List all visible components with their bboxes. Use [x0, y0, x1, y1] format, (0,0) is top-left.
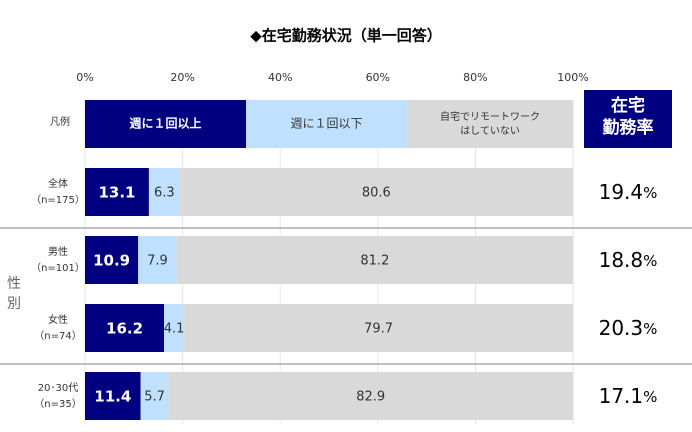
rate-value: 18.8% — [599, 248, 658, 272]
rate-number: 17.1 — [599, 384, 644, 408]
rate-unit: % — [643, 388, 657, 406]
rate-value: 19.4% — [599, 180, 658, 204]
row-n-label: （n=35） — [34, 398, 81, 410]
rate-header-label: 在宅 — [611, 95, 645, 116]
row-label: 男性 — [48, 245, 68, 258]
x-tick-label: 20% — [170, 71, 194, 84]
rate-number: 18.8 — [599, 248, 644, 272]
row-label: 全体 — [48, 177, 68, 190]
bar-data-label: 79.7 — [364, 322, 393, 337]
chart-title: ◆在宅勤務状況（単一回答） — [250, 27, 442, 45]
bar-segment — [138, 236, 177, 284]
legend-entry-label: 週に１回以下 — [291, 117, 363, 131]
bar-segment — [164, 304, 185, 352]
legend-entry-label: 週に１回以上 — [130, 116, 202, 131]
row-n-label: （n=74） — [34, 330, 81, 342]
x-tick-label: 60% — [366, 71, 390, 84]
rate-unit: % — [643, 252, 657, 270]
bar-segment — [176, 236, 573, 284]
bar-segment — [184, 304, 573, 352]
x-tick-label: 80% — [463, 71, 487, 84]
rate-value: 17.1% — [599, 384, 658, 408]
bar-data-label: 6.3 — [154, 186, 175, 201]
rate-header-box — [584, 90, 672, 148]
bar-data-label: 81.2 — [360, 254, 389, 269]
row-n-label: （n=175） — [31, 194, 85, 206]
x-tick-label: 100% — [557, 71, 588, 84]
legend-swatch — [407, 100, 573, 148]
bar-data-label: 7.9 — [147, 254, 168, 269]
legend-entry-label: はしていない — [460, 125, 520, 137]
bar-data-label: 80.6 — [362, 186, 391, 201]
bar-segment — [140, 372, 169, 420]
bar-data-label: 4.1 — [164, 322, 185, 337]
bar-data-label: 13.1 — [98, 184, 135, 202]
bar-data-label: 5.7 — [144, 390, 165, 405]
bar-segment — [168, 372, 573, 420]
bar-segment — [85, 236, 139, 284]
bar-segment — [85, 372, 141, 420]
rate-unit: % — [643, 184, 657, 202]
group-label: 性 — [7, 276, 21, 292]
legend-title: 凡例 — [50, 115, 70, 128]
x-tick-label: 40% — [268, 71, 292, 84]
row-label: 女性 — [48, 313, 68, 326]
x-tick-label: 0% — [76, 71, 93, 84]
bar-segment — [179, 168, 573, 216]
legend-entry-label: 自宅でリモートワーク — [440, 110, 540, 123]
legend-swatch — [246, 100, 408, 148]
row-n-label: （n=101） — [31, 262, 85, 274]
row-label: 20･30代 — [38, 382, 78, 394]
bar-data-label: 11.4 — [94, 388, 131, 406]
bar-segment — [85, 168, 149, 216]
bar-data-label: 16.2 — [106, 320, 143, 338]
bar-data-label: 82.9 — [356, 390, 385, 405]
rate-number: 19.4 — [599, 180, 644, 204]
bar-segment — [85, 304, 165, 352]
bar-segment — [148, 168, 180, 216]
group-label: 別 — [7, 296, 21, 312]
rate-unit: % — [643, 320, 657, 338]
bar-data-label: 10.9 — [93, 252, 130, 270]
rate-header-label: 勤務率 — [603, 117, 654, 138]
rate-value: 20.3% — [599, 316, 658, 340]
legend-swatch — [85, 100, 247, 148]
rate-number: 20.3 — [599, 316, 644, 340]
